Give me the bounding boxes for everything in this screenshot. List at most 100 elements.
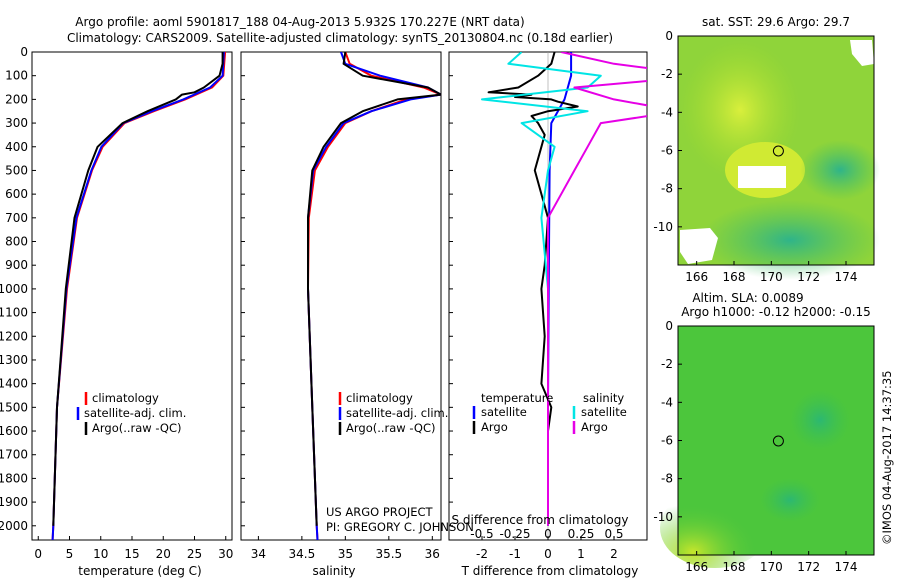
sla-map-title-line2: Argo h1000: -0.12 h2000: -0.15 <box>681 305 871 319</box>
legend-label-temp-satellite: satellite <box>481 405 527 419</box>
sla-map-lon-tick-label: 174 <box>835 560 858 574</box>
series-line-temperature-argo <box>487 52 579 526</box>
legend-heading-temperature: temperature <box>481 391 553 405</box>
sst-map-lat-tick-label: -10 <box>653 220 673 234</box>
sla-map-lat-tick-label: 0 <box>665 319 673 333</box>
project-name: US ARGO PROJECT <box>326 505 434 519</box>
sst-map <box>677 35 880 280</box>
figure-title-line2: Climatology: CARS2009. Satellite-adjuste… <box>67 31 613 45</box>
depth-tick-label: 0 <box>20 45 28 59</box>
depth-tick-label: 1500 <box>0 400 28 414</box>
temperature-tick-label: 20 <box>156 547 171 561</box>
salinity-plot <box>307 52 441 540</box>
legend-label-sal-argo: Argo <box>581 420 608 434</box>
depth-tick-label: 1700 <box>0 448 28 462</box>
salinity-tick-label: 34 <box>251 547 266 561</box>
legend-label-argo: Argo(..raw -QC) <box>92 421 182 435</box>
difference-legend: temperature salinity satellite satellite… <box>472 391 627 434</box>
difference-salinity-tick-label: -0.5 <box>470 527 493 541</box>
series-line-argo-raw-qc <box>52 52 224 526</box>
imos-timestamp: ©IMOS 04-Aug-2017 14:37:35 <box>880 370 894 545</box>
depth-tick-label: 800 <box>5 235 28 249</box>
sst-map-lon-tick-label: 174 <box>835 270 858 284</box>
depth-tick-label: 400 <box>5 140 28 154</box>
depth-tick-label: 1000 <box>0 282 28 296</box>
series-line-salinity-argo <box>547 52 647 526</box>
depth-tick-label: 1400 <box>0 377 28 391</box>
legend-label-satellite: satellite-adj. clim. <box>84 406 186 420</box>
depth-tick-label: 1800 <box>0 471 28 485</box>
sla-map-lon-tick-label: 170 <box>760 560 783 574</box>
temperature-tick-label: 5 <box>66 547 74 561</box>
sst-map-lon-tick-label: 172 <box>797 270 820 284</box>
sst-map-title: sat. SST: 29.6 Argo: 29.7 <box>702 15 850 29</box>
legend-label-climatology: climatology <box>346 391 413 405</box>
sla-map-lat-tick-label: -10 <box>653 510 673 524</box>
difference-temperature-tick-label: 0 <box>544 547 552 561</box>
sla-map-title-line1: Altim. SLA: 0.0089 <box>692 291 803 305</box>
temperature-plot-frame <box>31 51 233 541</box>
sst-map-lon-tick-label: 166 <box>685 270 708 284</box>
sla-map-lat-tick-label: -6 <box>661 434 673 448</box>
depth-tick-label: 700 <box>5 211 28 225</box>
legend-label-sal-satellite: satellite <box>581 405 627 419</box>
depth-tick-label: 1300 <box>0 353 28 367</box>
sst-argo-marker <box>772 145 784 157</box>
depth-tick-label: 600 <box>5 187 28 201</box>
sst-map-lat-tick-label: -8 <box>661 182 673 196</box>
depth-tick-label: 1600 <box>0 424 28 438</box>
salinity-axis-label: salinity <box>312 564 355 578</box>
depth-tick-label: 100 <box>5 69 28 83</box>
series-line-climatology <box>51 52 227 540</box>
sst-map-lat-tick-label: -2 <box>661 67 673 81</box>
temperature-tick-label: 15 <box>124 547 139 561</box>
map-axis-ticks: 166 168 170 172 174 0 -2 -4 -6 -8 -10 166 168 170 172 1… <box>653 29 857 574</box>
series-line-temperature-satellite <box>547 52 573 526</box>
sla-cool-patch <box>790 390 850 450</box>
difference-salinity-tick-label: 0.25 <box>568 527 595 541</box>
salinity-tick-label: 34.5 <box>289 547 316 561</box>
difference-salinity-tick-label: 0 <box>544 527 552 541</box>
sst-map-lon-tick-label: 170 <box>760 270 783 284</box>
series-line-climatology <box>307 52 441 540</box>
sla-map-lat-tick-label: -8 <box>661 472 673 486</box>
series-line-argo-raw-qc <box>307 52 441 526</box>
depth-tick-label: 1200 <box>0 329 28 343</box>
sst-cloud-mask <box>738 166 786 188</box>
salinity-tick-label: 36 <box>425 547 440 561</box>
sla-map-lat-tick-label: -4 <box>661 395 673 409</box>
legend-label-satellite: satellite-adj. clim. <box>346 406 448 420</box>
difference-temperature-tick-label: 1 <box>577 547 585 561</box>
sla-cool-patch-2 <box>760 478 820 522</box>
salinity-legend: climatology satellite-adj. clim. Argo(..… <box>338 391 448 435</box>
temperature-legend: climatology satellite-adj. clim. Argo(..… <box>76 391 186 435</box>
salinity-tick-label: 35.5 <box>375 547 402 561</box>
depth-tick-label: 2000 <box>0 519 28 533</box>
sst-map-lat-tick-label: -4 <box>661 105 673 119</box>
sla-warm-patch <box>660 488 770 568</box>
sla-argo-marker <box>772 435 784 447</box>
legend-label-temp-argo: Argo <box>481 420 508 434</box>
sla-map-lon-tick-label: 168 <box>723 560 746 574</box>
depth-tick-label: 900 <box>5 258 28 272</box>
project-pi: PI: GREGORY C. JOHNSON <box>326 520 474 534</box>
difference-salinity-tick-label: 0.5 <box>604 527 623 541</box>
temperature-plot <box>51 52 227 540</box>
sla-map-lon-tick-label: 172 <box>797 560 820 574</box>
depth-tick-label: 1100 <box>0 306 28 320</box>
difference-temperature-tick-label: 2 <box>610 547 618 561</box>
salinity-tick-label: 35 <box>338 547 353 561</box>
sla-map-lon-tick-label: 166 <box>685 560 708 574</box>
sst-land-mask-sw <box>680 228 718 264</box>
sst-land-mask-ne <box>850 40 874 66</box>
depth-tick-label: 200 <box>5 92 28 106</box>
difference-salinity-tick-label: -0.25 <box>499 527 530 541</box>
sst-map-lat-tick-label: 0 <box>665 29 673 43</box>
legend-label-argo: Argo(..raw -QC) <box>346 421 436 435</box>
legend-heading-salinity: salinity <box>583 391 624 405</box>
temperature-tick-label: 25 <box>187 547 202 561</box>
sst-map-lon-tick-label: 168 <box>723 270 746 284</box>
difference-axis-label-temperature: T difference from climatology <box>461 564 639 578</box>
depth-tick-label: 1900 <box>0 495 28 509</box>
